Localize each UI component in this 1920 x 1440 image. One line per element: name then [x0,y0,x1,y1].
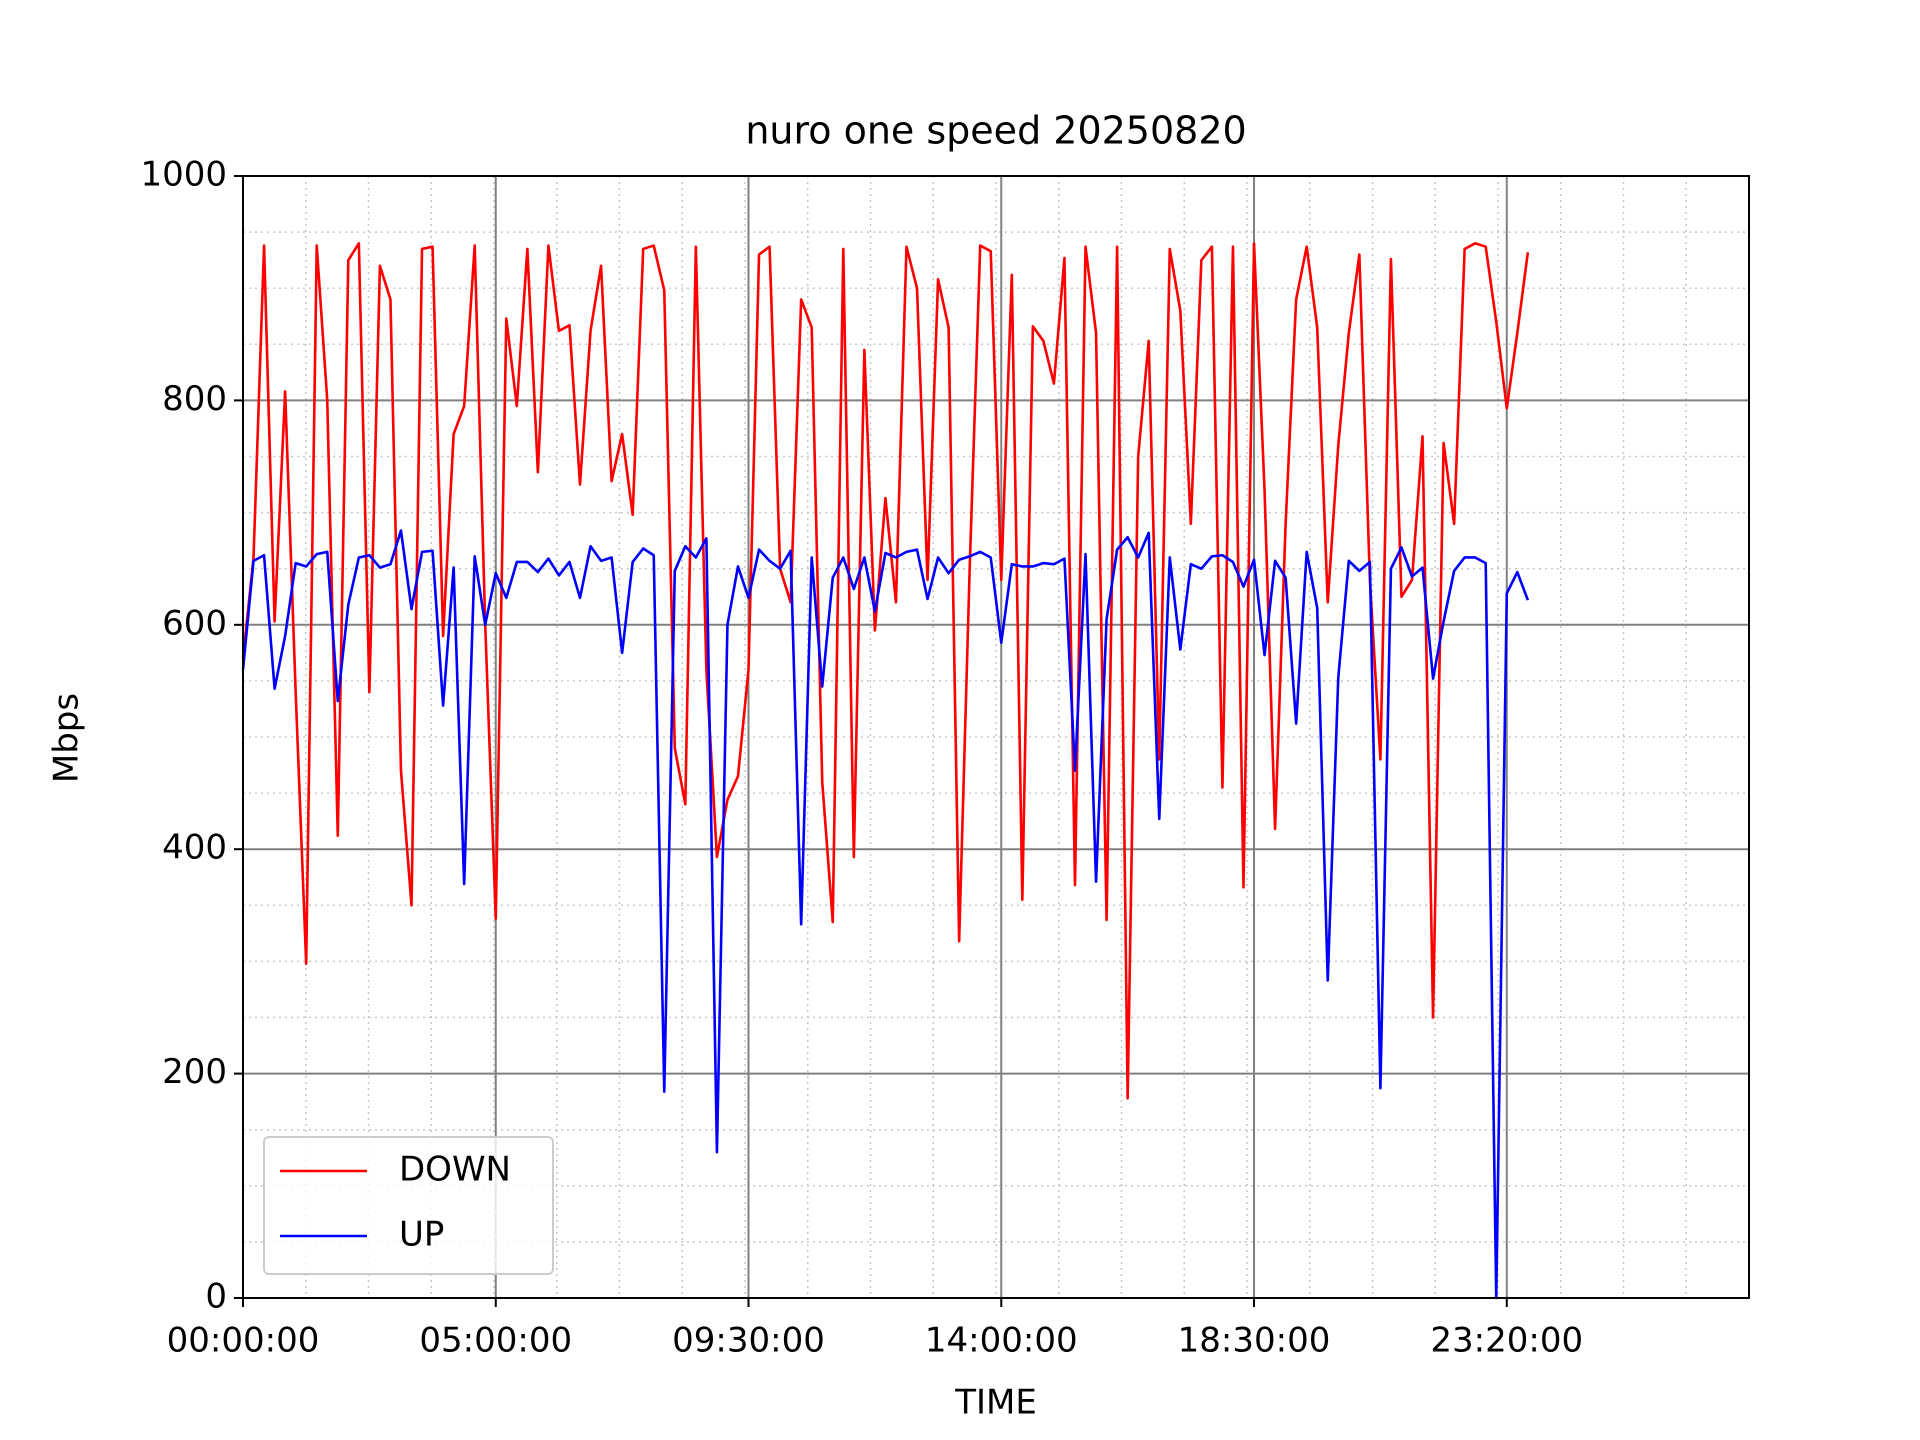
chart-title: nuro one speed 20250820 [745,109,1246,153]
y-axis-label: Mbps [47,693,87,783]
legend-label: UP [399,1215,444,1255]
x-tick-label: 18:30:00 [1178,1321,1331,1361]
y-tick-label: 400 [162,828,227,868]
x-tick-label: 23:20:00 [1430,1321,1583,1361]
axes-frame [242,175,1750,1299]
data-line [241,242,1530,1100]
y-tick-label: 200 [162,1052,227,1092]
y-tick-label: 0 [205,1277,227,1317]
legend: DOWN UP [263,1136,554,1275]
y-tick-label: 800 [162,379,227,419]
data-line [241,529,1530,1300]
x-tick-label: 14:00:00 [925,1321,1078,1361]
x-tick-label: 05:00:00 [419,1321,572,1361]
y-tick-label: 600 [162,603,227,643]
legend-label: DOWN [399,1150,511,1190]
x-axis-label: TIME [954,1383,1037,1423]
plot [241,242,1530,1300]
y-tick-label: 1000 [140,155,227,195]
x-tick-label: 00:00:00 [167,1321,320,1361]
x-tick-label: 09:30:00 [672,1321,825,1361]
